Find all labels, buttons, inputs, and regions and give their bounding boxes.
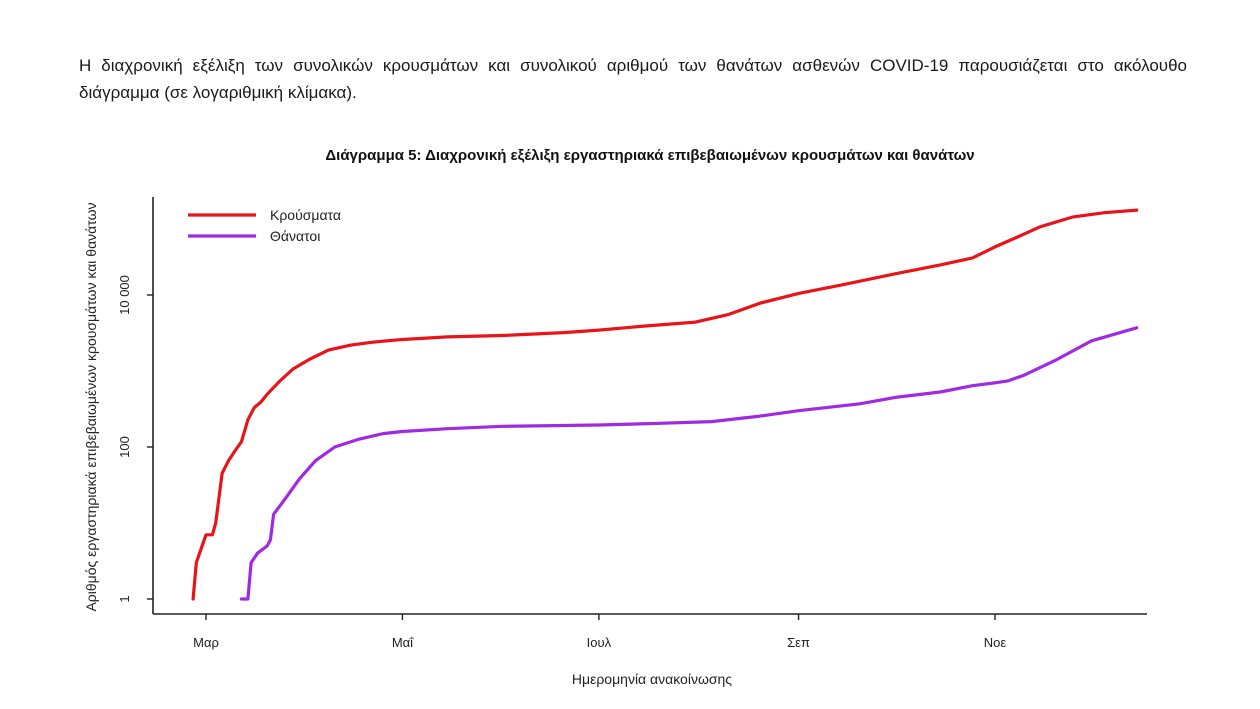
series-lines: [191, 208, 1139, 601]
series-line-1: [239, 326, 1139, 601]
axes: 1 100 10 000 Μαρ Μαΐ Ιουλ Σεπ Νοε: [117, 197, 1147, 650]
legend: Κρούσματα Θάνατοι: [188, 207, 341, 244]
x-tick-label-1: Μαΐ: [392, 635, 414, 650]
x-tick-label-2: Ιουλ: [587, 635, 612, 650]
series-line-0: [191, 208, 1139, 601]
x-tick-label-3: Σεπ: [787, 635, 810, 650]
x-tick-label-4: Νοε: [984, 635, 1007, 650]
legend-label-0: Κρούσματα: [270, 207, 341, 223]
x-tick-label-0: Μαρ: [193, 635, 219, 650]
y-axis-label: Αριθμός εργαστηριακά επιβεβαιωμένων κρου…: [83, 202, 99, 611]
intro-paragraph: Η διαχρονική εξέλιξη των συνολικών κρουσ…: [79, 56, 1187, 102]
x-axis-label: Ημερομηνία ανακοίνωσης: [572, 671, 732, 687]
y-tick-label-1: 100: [117, 436, 132, 458]
y-tick-label-2: 10 000: [117, 275, 132, 315]
chart-title: Διάγραμμα 5: Διαχρονική εξέλιξη εργαστηρ…: [325, 147, 975, 164]
y-tick-label-0: 1: [117, 595, 132, 602]
legend-label-1: Θάνατοι: [270, 228, 320, 244]
